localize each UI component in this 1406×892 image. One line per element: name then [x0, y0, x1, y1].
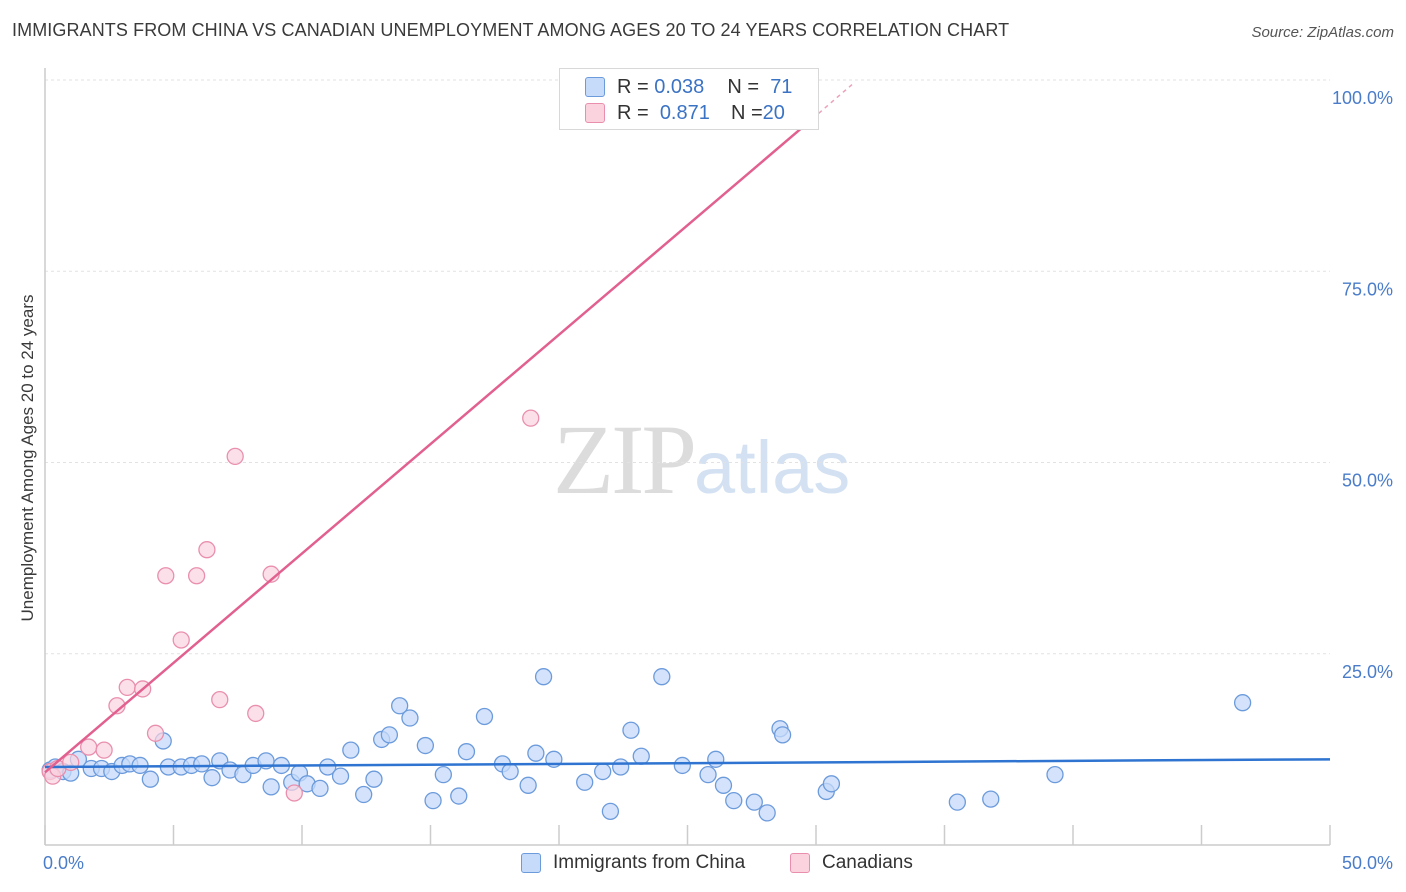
canada-point — [146, 724, 165, 742]
watermark: ZIPatlas — [553, 402, 850, 517]
china-point — [141, 770, 160, 788]
canada-trend-line — [44, 128, 802, 774]
canada-point — [187, 567, 206, 585]
china-point — [319, 758, 337, 776]
china-point — [331, 767, 350, 785]
china-point — [311, 779, 329, 798]
stats-legend: R = 0.038 N = 71 R = 0.871 N = 20 — [559, 68, 819, 130]
bottom-legend-china: Immigrants from China — [521, 852, 745, 874]
legend-row-china: R = 0.038 N = 71 — [560, 74, 792, 100]
canada-swatch-icon — [790, 853, 810, 873]
legend-r-value: 0.871 — [659, 101, 710, 124]
china-point — [948, 793, 966, 811]
china-point — [401, 709, 419, 727]
china-point — [416, 736, 435, 755]
china-point — [424, 791, 442, 810]
canada-point — [211, 691, 229, 709]
china-point — [355, 785, 373, 804]
china-point — [1233, 694, 1252, 712]
bottom-legend-china-label: Immigrants from China — [553, 852, 746, 873]
china-point — [758, 804, 776, 822]
china-point — [262, 778, 280, 796]
legend-row-canada: R = 0.871 N = 20 — [560, 100, 785, 126]
legend-r-label: R = — [617, 101, 649, 124]
china-point — [594, 762, 612, 781]
china-point — [450, 787, 468, 805]
china-point — [622, 721, 640, 739]
y-tick-label: 100.0% — [1332, 88, 1393, 108]
canada-point — [172, 631, 190, 649]
china-point — [475, 707, 494, 726]
china-point — [714, 776, 733, 794]
china-point — [534, 668, 553, 686]
canada-point — [95, 741, 113, 759]
watermark-zip: ZIP — [553, 404, 697, 515]
bottom-legend-canada-label: Canadians — [822, 852, 913, 873]
legend-r-label: R = — [617, 75, 649, 98]
china-point — [576, 773, 594, 791]
china-point — [391, 697, 409, 715]
china-point — [365, 770, 383, 788]
legend-n-label: N = — [727, 75, 760, 98]
chart-title: IMMIGRANTS FROM CHINA VS CANADIAN UNEMPL… — [12, 20, 1010, 40]
china-point — [699, 765, 717, 784]
china-point — [1046, 765, 1064, 784]
china-point — [380, 726, 399, 744]
canada-point — [118, 678, 136, 697]
china-point — [632, 747, 650, 765]
canada-point — [157, 567, 175, 585]
china-point — [822, 775, 841, 793]
china-trend-line — [44, 758, 1331, 769]
china-point — [527, 744, 545, 762]
y-tick-label: 25.0% — [1342, 662, 1393, 682]
china-point — [203, 769, 221, 787]
china-point — [982, 790, 1000, 808]
china-point — [745, 793, 763, 811]
canada-point — [198, 541, 216, 559]
y-tick-label: 50.0% — [1342, 471, 1393, 491]
china-point — [773, 726, 792, 744]
x-tick-label: 0.0% — [43, 853, 84, 873]
canada-point — [226, 447, 244, 466]
legend-n-value: 71 — [770, 75, 793, 98]
canada-point — [522, 409, 540, 427]
china-point — [501, 762, 519, 781]
china-point — [725, 791, 743, 810]
legend-n-label: N = — [730, 101, 763, 124]
china-point — [653, 668, 671, 686]
china-point — [601, 802, 620, 820]
china-point — [193, 755, 211, 773]
canada-point — [285, 784, 303, 802]
china-point — [342, 741, 360, 759]
china-point — [673, 756, 692, 775]
china-point — [519, 776, 537, 794]
china-point — [457, 743, 476, 761]
canada-point — [247, 704, 265, 723]
y-tick-label: 75.0% — [1342, 279, 1393, 299]
watermark-atlas: atlas — [694, 426, 851, 509]
source-label: Source: ZipAtlas.com — [1251, 24, 1394, 41]
bottom-legend-canada: Canadians — [790, 852, 913, 874]
china-point — [434, 765, 453, 784]
china-point — [612, 758, 630, 776]
china-swatch-icon — [585, 77, 605, 97]
x-tick-label: 50.0% — [1342, 853, 1393, 873]
legend-n-value: 20 — [762, 101, 785, 124]
legend-r-value: 0.038 — [654, 75, 705, 98]
canada-swatch-icon — [585, 103, 605, 123]
china-swatch-icon — [521, 853, 541, 873]
china-point — [707, 750, 725, 768]
